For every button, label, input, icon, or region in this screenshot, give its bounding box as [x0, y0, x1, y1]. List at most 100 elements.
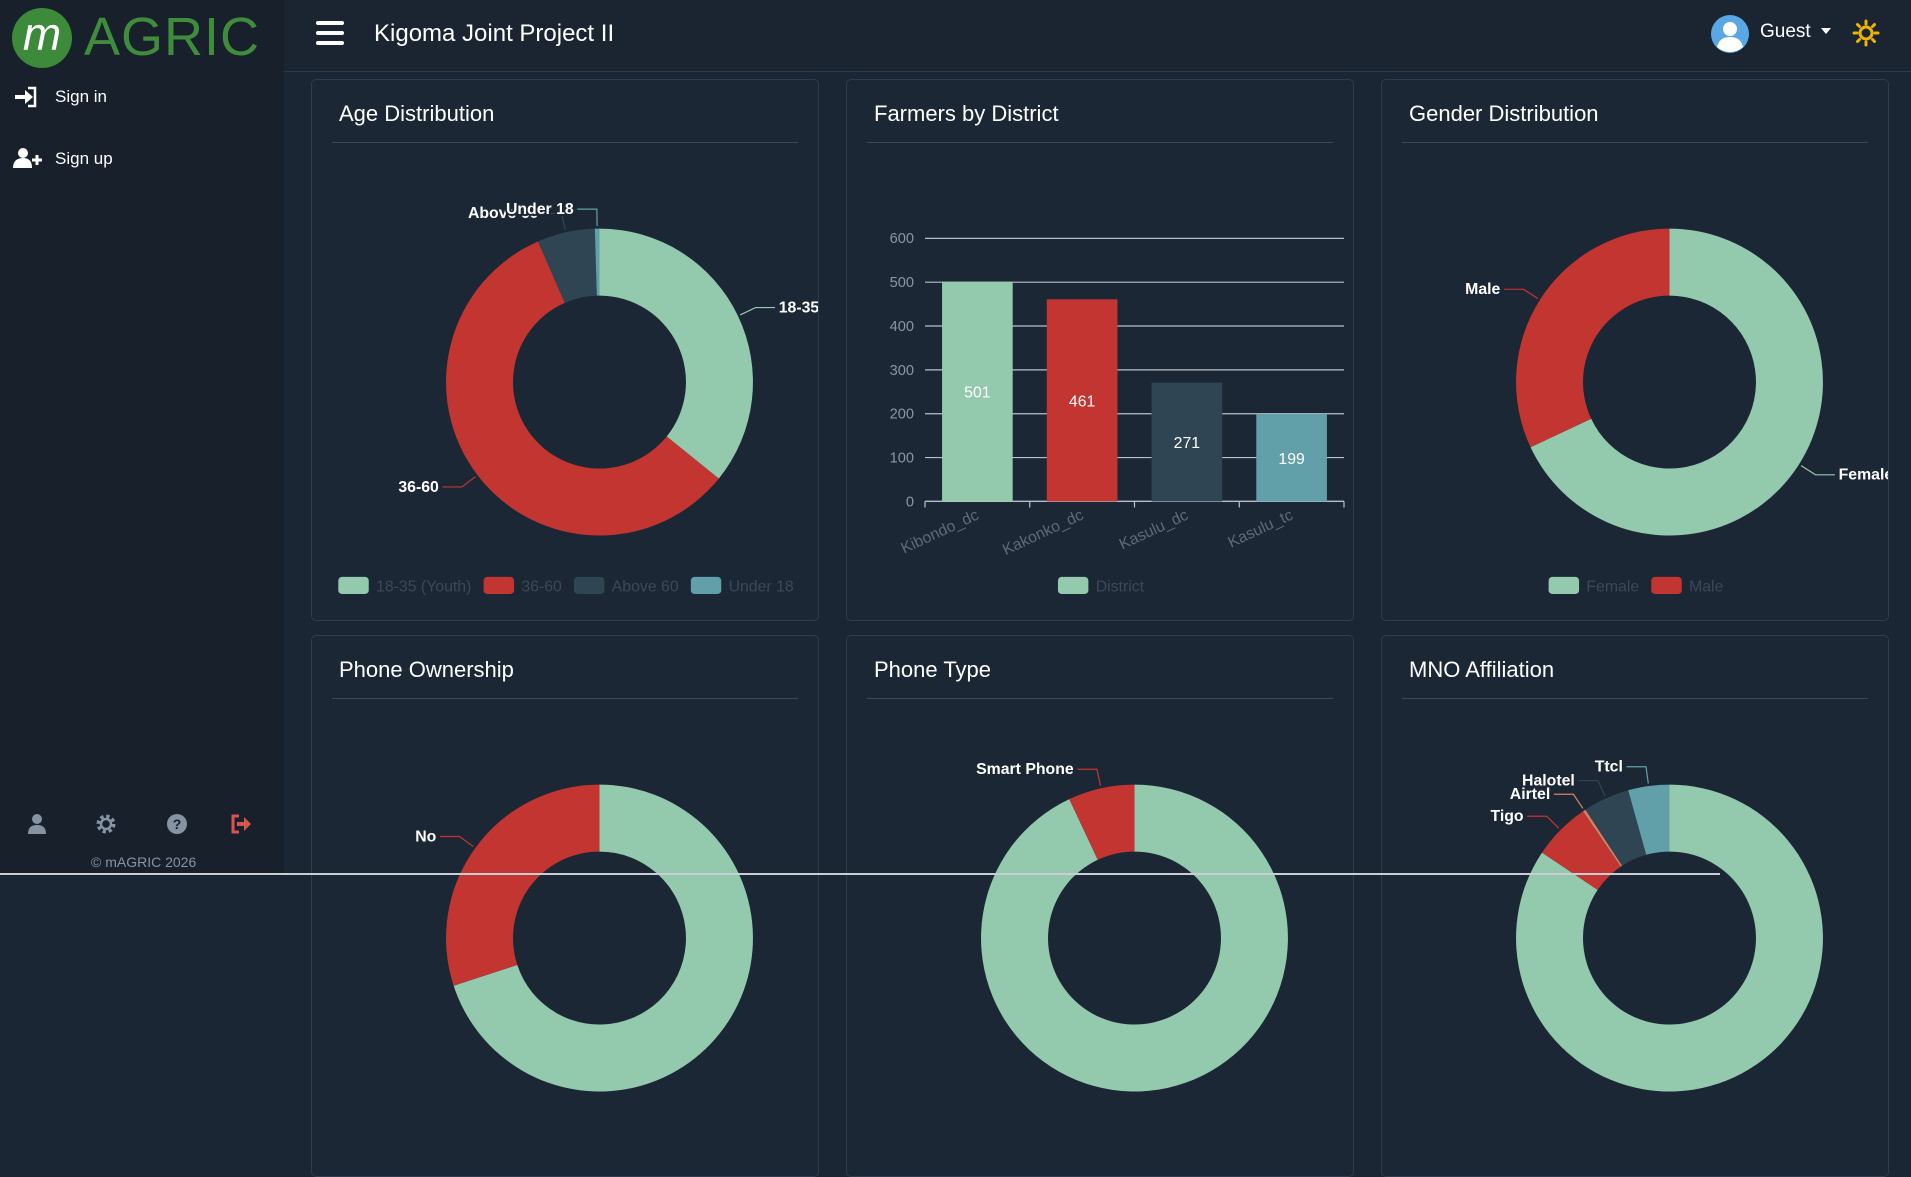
slice-label: 18-35 (...	[779, 299, 819, 316]
title-rule	[332, 698, 798, 699]
legend-swatch	[338, 576, 369, 594]
legend-swatch	[690, 576, 722, 594]
pie-slice	[446, 784, 600, 986]
legend-swatch	[573, 576, 605, 594]
label-leader	[1077, 768, 1102, 787]
bar-value-label: 461	[1069, 393, 1096, 410]
chart-panel: 0 100 200 300 400 500 600 501 Kibondo_dc 461 Kakon…	[846, 79, 1354, 621]
slice-label: Ttcl	[1595, 759, 1623, 776]
bar-value-label: 271	[1174, 435, 1201, 452]
slice-label: Smart Phone	[976, 761, 1074, 778]
sign-in-link[interactable]: Sign in	[55, 87, 107, 106]
label-leader	[1504, 288, 1539, 299]
label-leader	[1800, 465, 1835, 476]
label-leader	[439, 835, 474, 848]
label-leader	[1527, 815, 1560, 829]
sign-in-icon	[15, 86, 37, 108]
chart-panel: Female Male Female Male Gender Distribution	[1381, 79, 1889, 621]
legend: Female Male	[1548, 576, 1724, 596]
chart: Smart Phone	[974, 759, 1288, 1092]
slice-label: 36-60	[398, 479, 439, 496]
x-tick-label: Kibondo_dc	[899, 507, 982, 558]
y-tick-label: 600	[890, 231, 914, 247]
label-leader	[1578, 779, 1606, 797]
user-menu[interactable]: Guest	[1760, 21, 1811, 42]
chart-panel: Tigo Airtel Halotel Ttcl MNO Affiliation	[1381, 635, 1889, 1177]
chart-panel: No Phone Ownership	[311, 635, 819, 1177]
panel-title: Phone Ownership	[339, 657, 514, 682]
project-title: Kigoma Joint Project II	[374, 20, 615, 47]
title-rule	[867, 698, 1333, 699]
bar-value-label: 501	[964, 385, 991, 402]
title-rule	[1402, 142, 1868, 143]
chart: Female Male Female Male	[1463, 228, 1889, 596]
legend-label: 36-60	[521, 579, 562, 596]
logo-icon: m	[12, 8, 72, 68]
legend-label: 18-35 (Youth)	[376, 579, 471, 596]
logo-text: AGRIC	[84, 7, 261, 67]
bar	[1151, 382, 1223, 502]
pie-slice	[1585, 790, 1647, 866]
pie-slice	[1530, 228, 1823, 536]
x-tick-label: Kakonko_dc	[1000, 507, 1086, 559]
legend-swatch	[483, 576, 515, 594]
x-tick-label: Kasulu_dc	[1117, 507, 1191, 554]
pie-slice	[1069, 784, 1135, 860]
sign-up-icon	[13, 148, 42, 168]
slice-label: Airtel	[1510, 786, 1550, 803]
label-leader	[442, 476, 476, 488]
pie-slice	[594, 228, 600, 296]
avatar[interactable]	[1710, 14, 1750, 54]
legend-label: Above 60	[612, 579, 679, 596]
y-tick-label: 0	[906, 494, 914, 510]
logo-mark: m	[23, 8, 61, 60]
pie-slice	[1541, 811, 1621, 890]
logout-icon[interactable]	[231, 814, 251, 834]
legend-swatch	[1057, 576, 1089, 594]
legend-swatch	[1651, 576, 1682, 594]
chart: No	[413, 784, 753, 1092]
chart-panel: Smart Phone Phone Type	[846, 635, 1354, 1177]
menu-toggle[interactable]	[316, 20, 344, 46]
pie-slice	[1628, 784, 1670, 855]
label-leader	[577, 208, 598, 227]
pie-slice	[446, 241, 719, 536]
footer-icons: ?	[28, 814, 251, 834]
label-leader	[739, 306, 776, 316]
y-tick-label: 300	[890, 363, 914, 379]
legend: 18-35 (Youth) 36-60 Above 60 Under 18	[338, 576, 794, 596]
sidebar: m AGRIC Sign in Sign up ? © mAGRIC 2026	[0, 0, 284, 876]
pie-slice	[1516, 228, 1670, 448]
settings-icon[interactable]	[96, 814, 116, 834]
profile-icon[interactable]	[28, 814, 46, 834]
panel-title: Phone Type	[874, 657, 992, 682]
slice-label: Female	[1839, 467, 1889, 484]
pie-slice	[1583, 809, 1623, 867]
panel-title: Gender Distribution	[1409, 101, 1599, 126]
label-leader	[1553, 793, 1584, 809]
theme-toggle[interactable]	[1852, 19, 1880, 47]
sign-up-link[interactable]: Sign up	[55, 149, 113, 168]
scroll-edge	[0, 873, 1720, 875]
pie-slice	[599, 228, 753, 479]
title-rule	[867, 142, 1333, 143]
y-tick-label: 200	[890, 407, 914, 423]
bar	[1046, 299, 1118, 502]
legend-label: District	[1096, 579, 1145, 596]
label-leader	[541, 212, 566, 231]
title-rule	[1402, 698, 1868, 699]
svg-text:?: ?	[173, 816, 182, 832]
help-icon[interactable]: ?	[167, 814, 187, 834]
bar	[942, 281, 1013, 502]
bar	[1256, 414, 1327, 502]
y-tick-label: 400	[890, 319, 914, 335]
slice-label: Above 60	[468, 205, 539, 222]
slice-label: Male	[1465, 281, 1500, 298]
label-leader	[1626, 766, 1649, 784]
panel-title: MNO Affiliation	[1409, 657, 1555, 682]
panel-title: Farmers by District	[874, 101, 1059, 126]
copyright: © mAGRIC 2026	[91, 854, 197, 870]
